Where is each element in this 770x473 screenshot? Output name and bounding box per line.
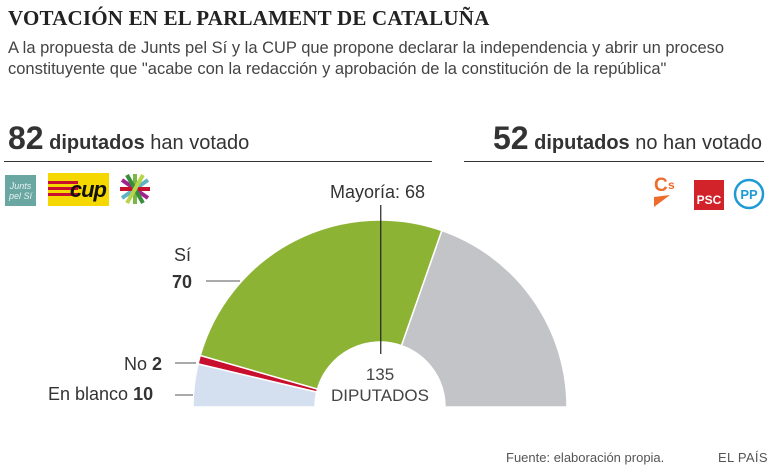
blanco-value: 10: [133, 384, 154, 404]
majority-label: Mayoría: 68: [330, 182, 426, 202]
si-value-number: 70: [172, 272, 193, 292]
junts-logo-text: Junts pel Sí: [8, 180, 32, 201]
cup-logo-stripes: [48, 181, 78, 199]
svg-text:C: C: [654, 175, 668, 196]
si-label: Sí: [174, 245, 192, 265]
no-value: 2: [152, 354, 163, 374]
voted-divider: [4, 161, 432, 162]
not-voted-bold-label: diputados: [534, 132, 630, 154]
svg-text:PP: PP: [740, 187, 758, 202]
center-text: DIPUTADOS: [331, 386, 429, 405]
si-value: 70: [172, 272, 192, 293]
center-number: 135: [365, 365, 395, 384]
not-voted-label: no han votado: [635, 132, 762, 154]
no-label-text: No: [124, 354, 148, 374]
not-voted-header: 52 diputados no han votado: [493, 120, 762, 157]
voted-header: 82 diputados han votado: [8, 120, 249, 157]
not-voted-count: 52: [492, 120, 529, 156]
brand-label: EL PAÍS: [718, 450, 768, 465]
source-note: Fuente: elaboración propia.: [506, 450, 665, 465]
ciudadanos-logo: C s: [654, 175, 675, 207]
catsiqueespot-logo: [120, 174, 150, 204]
chart-title: VOTACIÓN EN EL PARLAMENT DE CATALUÑA: [8, 6, 490, 30]
cup-logo: cup: [48, 173, 109, 206]
voted-count: 82: [8, 120, 44, 156]
junts-pel-si-logo: Junts pel Sí: [5, 175, 36, 206]
not-voted-divider: [464, 161, 764, 162]
svg-text:s: s: [668, 178, 675, 192]
segment-si: [199, 219, 443, 391]
pp-logo: PP: [733, 178, 765, 210]
no-label: No 2: [124, 354, 162, 375]
voted-label: han votado: [150, 132, 250, 154]
voted-bold-label: diputados: [49, 132, 145, 154]
blanco-label: En blanco 10: [48, 384, 153, 405]
psc-logo: PSC: [694, 180, 724, 210]
chart-subtitle: A la propuesta de Junts pel Sí y la CUP …: [8, 39, 725, 78]
cup-logo-text: cup: [69, 176, 107, 202]
blanco-label-text: En blanco: [48, 384, 129, 404]
segment-no-han-votado: [400, 229, 568, 408]
